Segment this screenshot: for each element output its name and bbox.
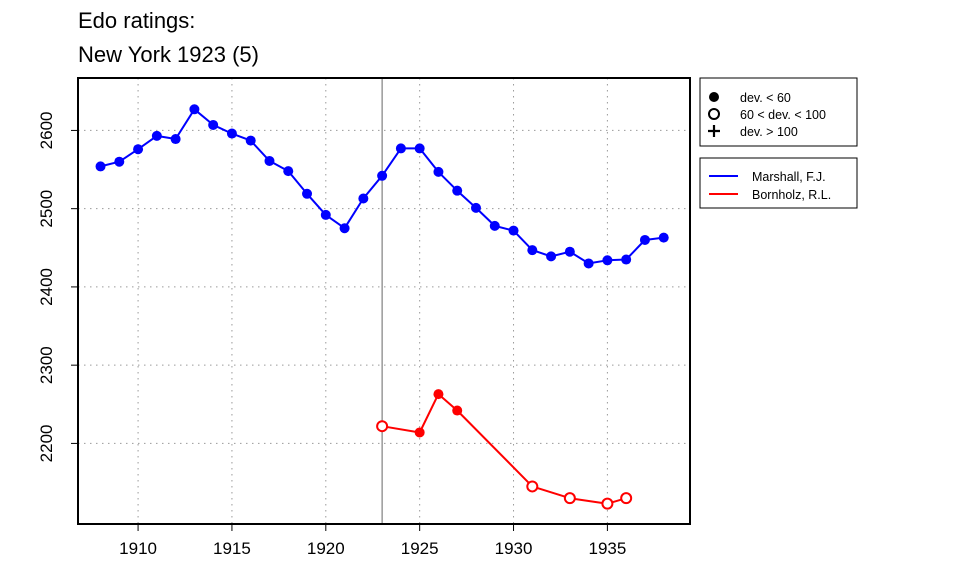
filled-circle-icon bbox=[709, 92, 719, 102]
data-point bbox=[377, 170, 388, 181]
data-point bbox=[583, 258, 594, 269]
series-legend-label: Marshall, F.J. bbox=[752, 170, 826, 184]
data-point bbox=[601, 497, 614, 510]
data-point bbox=[414, 143, 425, 154]
data-point bbox=[189, 104, 200, 115]
plot-frame bbox=[77, 77, 691, 525]
data-point bbox=[414, 427, 425, 438]
data-point bbox=[620, 492, 633, 505]
y-axis: 2200 2300 2400 2500 2600 bbox=[37, 112, 78, 462]
symbol-legend-label: dev. < 60 bbox=[740, 91, 791, 105]
data-point bbox=[508, 225, 519, 236]
data-point bbox=[639, 234, 650, 245]
data-point bbox=[526, 480, 539, 493]
series-legend-label: Bornholz, R.L. bbox=[752, 188, 831, 202]
chart-title-line-2: New York 1923 (5) bbox=[78, 42, 259, 67]
chart-title-line-1: Edo ratings: bbox=[78, 8, 195, 33]
data-point bbox=[302, 188, 313, 199]
data-point bbox=[564, 246, 575, 257]
x-tick-label: 1920 bbox=[307, 539, 345, 558]
data-point bbox=[226, 128, 237, 139]
y-tick-label: 2500 bbox=[37, 190, 56, 228]
data-point bbox=[658, 232, 669, 243]
data-point bbox=[245, 135, 256, 146]
open-circle-icon bbox=[708, 108, 720, 120]
data-point bbox=[452, 405, 463, 416]
x-tick-label: 1930 bbox=[495, 539, 533, 558]
data-point bbox=[395, 143, 406, 154]
symbol-legend-label: dev. > 100 bbox=[740, 125, 798, 139]
series-legend: Marshall, F.J. Bornholz, R.L. bbox=[699, 157, 858, 209]
data-point bbox=[527, 245, 538, 256]
x-tick-label: 1910 bbox=[119, 539, 157, 558]
x-axis: 1910 1915 1920 1925 1930 1935 bbox=[119, 524, 626, 558]
data-point bbox=[95, 161, 106, 172]
data-point bbox=[283, 166, 294, 177]
series-line bbox=[381, 393, 627, 505]
data-point bbox=[602, 255, 613, 266]
symbol-legend-label: 60 < dev. < 100 bbox=[740, 108, 826, 122]
y-tick-label: 2600 bbox=[37, 112, 56, 150]
data-point bbox=[264, 155, 275, 166]
x-tick-label: 1935 bbox=[588, 539, 626, 558]
data-point bbox=[563, 492, 576, 505]
series-layer bbox=[95, 104, 669, 510]
plus-icon bbox=[708, 125, 720, 137]
grid-lines bbox=[78, 78, 690, 524]
data-point bbox=[151, 130, 162, 141]
y-tick-label: 2200 bbox=[37, 424, 56, 462]
symbol-legend: dev. < 60 60 < dev. < 100 dev. > 100 bbox=[699, 77, 858, 147]
data-point bbox=[208, 119, 219, 130]
data-point bbox=[452, 185, 463, 196]
y-tick-label: 2400 bbox=[37, 268, 56, 306]
data-point bbox=[546, 251, 557, 262]
symbol-legend-box bbox=[699, 77, 858, 147]
data-point bbox=[170, 134, 181, 145]
y-tick-label: 2300 bbox=[37, 346, 56, 384]
data-point bbox=[358, 193, 369, 204]
data-point bbox=[339, 223, 350, 234]
series-legend-box bbox=[699, 157, 858, 209]
data-point bbox=[114, 156, 125, 167]
data-point bbox=[433, 166, 444, 177]
x-tick-label: 1925 bbox=[401, 539, 439, 558]
data-point bbox=[621, 254, 632, 265]
data-point bbox=[320, 209, 331, 220]
x-tick-label: 1915 bbox=[213, 539, 251, 558]
data-point bbox=[376, 420, 389, 433]
data-point bbox=[133, 144, 144, 155]
data-point bbox=[489, 220, 500, 231]
data-point bbox=[470, 202, 481, 213]
data-point bbox=[433, 389, 444, 400]
